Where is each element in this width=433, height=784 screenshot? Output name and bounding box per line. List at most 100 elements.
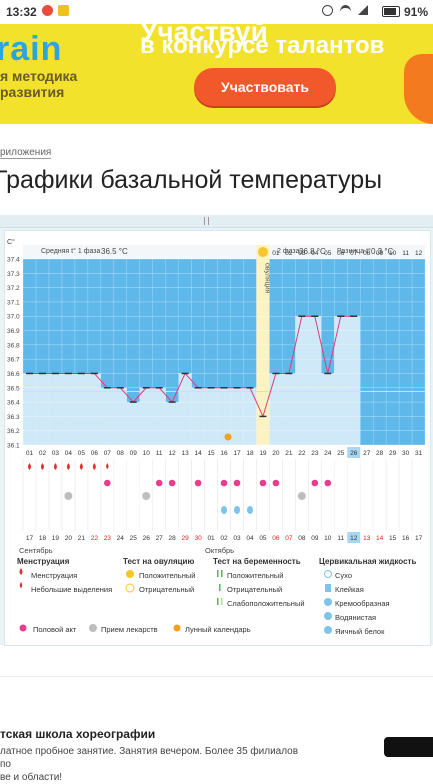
cycle-day-label: 31	[415, 450, 423, 457]
chart-panel-header	[0, 215, 433, 228]
menstruation-drop-icon	[27, 463, 31, 470]
participate-button[interactable]: Участвовать	[194, 68, 336, 106]
date-label: 24	[117, 535, 125, 542]
legend-menstruation-item: Менструация	[31, 571, 78, 580]
ad-button[interactable]	[384, 737, 433, 757]
cycle-day-label: 15	[207, 450, 215, 457]
banner-logo: rain	[0, 30, 63, 68]
y-tick-label: 36.4	[7, 400, 20, 407]
date-label: 08	[298, 535, 306, 542]
pregnancy-test-icon	[221, 506, 228, 514]
top-day-label: 03	[298, 250, 306, 257]
temperature-point	[233, 387, 241, 389]
y-tick-label: 36.7	[7, 357, 20, 364]
top-day-label: 11	[402, 250, 409, 257]
legend-pregnancy-negative-icon	[219, 584, 221, 591]
legend-pregnancy-weak-icon	[217, 598, 219, 605]
temperature-point	[324, 372, 332, 375]
legend-ovulation-positive: Положительный	[139, 571, 196, 580]
legend-lunar: Лунный календарь	[185, 625, 251, 634]
temperature-point	[285, 372, 293, 375]
date-label: 27	[156, 535, 164, 542]
temperature-point	[155, 387, 163, 389]
date-label: 06	[272, 535, 280, 542]
temperature-fill	[308, 316, 322, 445]
legend-pregnancy-positive: Положительный	[227, 571, 284, 580]
menstruation-drop-icon	[53, 463, 57, 470]
temperature-point	[350, 315, 358, 317]
date-label: 09	[311, 535, 319, 542]
cycle-day-label: 16	[220, 450, 228, 457]
date-label: 15	[389, 535, 397, 542]
cycle-day-label: 14	[194, 450, 202, 457]
pregnancy-test-icon	[246, 506, 253, 514]
heart-icon	[220, 479, 228, 487]
cycle-day-label: 01	[26, 450, 34, 457]
battery-icon	[382, 6, 400, 17]
legend-pregnancy-positive-icon-2	[221, 570, 223, 577]
ad-text: латное пробное занятие. Занятия вечером.…	[0, 746, 299, 783]
heart-icon	[259, 479, 267, 487]
temperature-fill	[23, 373, 36, 445]
temperature-fill	[48, 373, 62, 445]
legend-pill-icon	[89, 624, 97, 632]
heart-icon	[104, 479, 111, 487]
cycle-day-label: 10	[143, 450, 151, 457]
date-label: 23	[104, 535, 112, 542]
temperature-point	[311, 315, 319, 317]
top-day-label: 05	[324, 250, 332, 257]
cycle-day-label: 30	[402, 450, 410, 457]
breadcrumb[interactable]: риложения	[0, 147, 52, 159]
resize-handle-icon[interactable]	[204, 217, 209, 225]
legend-cervical-creamy: Кремообразная	[335, 599, 390, 608]
temperature-fill	[74, 373, 88, 445]
legend-moon-icon	[173, 624, 181, 632]
date-label: 29	[182, 535, 190, 542]
legend-pregnancy-weak: Слабоположительный	[227, 599, 305, 608]
mute-icon	[322, 5, 333, 16]
temperature-point	[77, 372, 85, 375]
ad-title: тская школа хореографии	[0, 727, 156, 741]
bottom-ad[interactable]: тская школа хореографии латное пробное з…	[0, 676, 433, 783]
cycle-day-label: 26	[350, 450, 358, 457]
date-label: 18	[39, 535, 47, 542]
temperature-point	[272, 372, 280, 375]
y-tick-label: 36.3	[7, 414, 20, 421]
legend-cervical-eggwhite: Яичный белок	[335, 627, 385, 636]
legend-ovulation-test-title: Тест на овуляцию	[123, 557, 195, 566]
cycle-day-label: 13	[182, 450, 190, 457]
temperature-point	[103, 387, 111, 389]
heart-icon	[272, 479, 280, 487]
temperature-fill	[35, 373, 49, 445]
ovulation-sun-icon	[257, 247, 268, 257]
y-tick-label: 37.3	[7, 271, 20, 278]
chart-canvas: овуляция 37.4 37.3 37.2 37.1 37.0 36.9 36.8 36.7…	[7, 245, 426, 634]
promo-banner[interactable]: rain я методика развития Участвуй в конк…	[0, 24, 433, 124]
y-tick-label: 37.2	[7, 285, 20, 292]
cycle-day-label: 22	[298, 450, 306, 457]
phase2-value: 36.8 °C	[299, 247, 326, 256]
legend-cervical-sticky: Клейкая	[335, 585, 364, 594]
mascot-image	[404, 54, 433, 124]
y-tick-label: 36.9	[7, 328, 20, 335]
alarm-icon	[42, 5, 53, 16]
date-label: 13	[363, 535, 371, 542]
heart-icon	[233, 479, 241, 487]
cycle-day-label: 28	[376, 450, 384, 457]
phase1-value: 36.5 °C	[101, 247, 128, 256]
heart-icon	[311, 479, 319, 487]
date-label: 03	[233, 535, 241, 542]
month-label-september: Сентябрь	[19, 546, 53, 555]
y-tick-label: 36.1	[7, 443, 20, 450]
temperature-fill	[347, 316, 361, 445]
y-tick-label: 37.4	[7, 257, 20, 264]
legend-pregnancy-test-title: Тест на беременность	[213, 557, 301, 566]
top-day-label: 10	[389, 250, 397, 257]
heart-icon	[194, 479, 202, 487]
top-day-label: 12	[415, 250, 423, 257]
temperature-point	[259, 415, 267, 418]
date-label: 22	[91, 535, 99, 542]
menstruation-drop-icon	[79, 463, 83, 470]
top-day-label: 02	[285, 250, 293, 257]
date-label: 04	[246, 535, 254, 542]
